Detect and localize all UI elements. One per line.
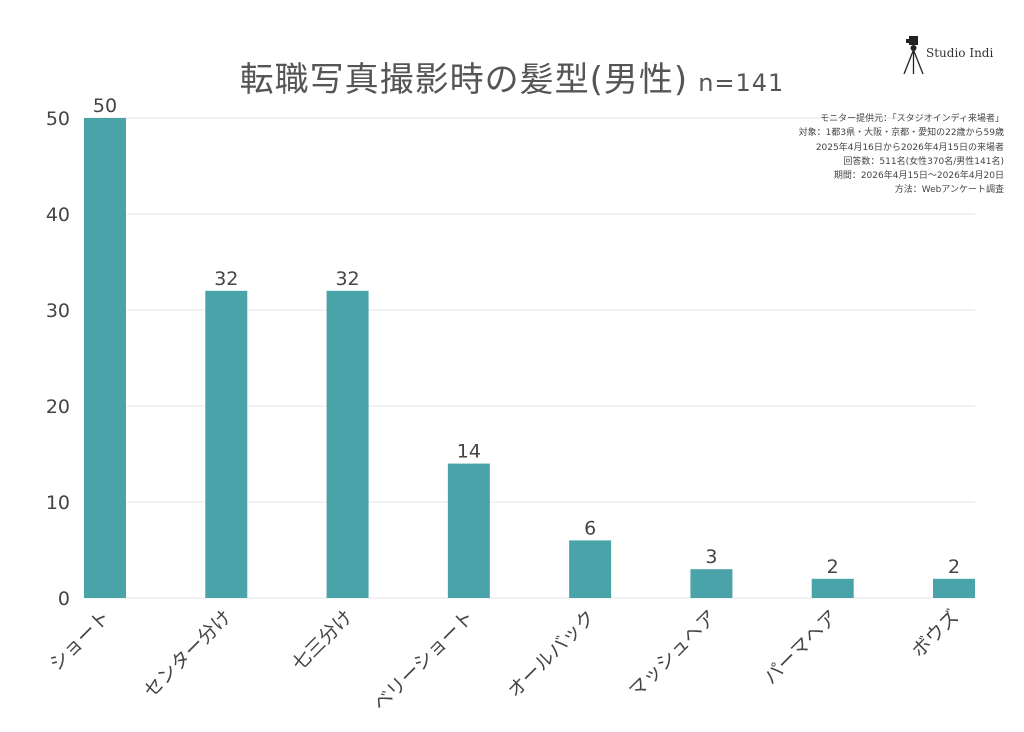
y-axis-ticks: 0 10 20 30 40 50: [46, 108, 70, 610]
chart-title-text: 転職写真撮影時の髪型(男性): [239, 60, 689, 100]
y-tick-label: 20: [46, 396, 70, 418]
y-tick-label: 0: [58, 588, 70, 610]
x-tick-label: マッシュヘア: [625, 606, 721, 702]
bar: [569, 540, 612, 598]
chart-title: 転職写真撮影時の髪型(男性) n=141: [0, 52, 1024, 101]
studio-logo: Studio Indi: [902, 34, 1012, 78]
y-tick-label: 40: [46, 204, 70, 226]
logo-text: Studio Indi: [926, 46, 994, 60]
y-tick-label: 10: [46, 492, 70, 514]
x-tick-label: ショート: [45, 606, 114, 675]
y-tick-label: 50: [46, 108, 70, 130]
data-label: 14: [457, 441, 481, 463]
bar: [205, 290, 248, 598]
data-label: 3: [705, 546, 717, 568]
sample-size: n=141: [698, 69, 785, 97]
note-line: モニター提供元：「スタジオインディ来場者」: [820, 114, 1004, 124]
x-axis-ticks: ショート センター分け 七三分け ベリーショート オールバック マッシュヘア パーマヘア ボウ…: [45, 606, 963, 715]
bar: [447, 463, 490, 598]
note-line: 期間：2026年4月15日〜2026年4月20日: [833, 171, 1004, 182]
x-tick-label: パーマヘア: [760, 606, 843, 689]
survey-notes: モニター提供元：「スタジオインディ来場者」 対象：1都3県・大阪・京都・愛知の2…: [799, 112, 1004, 198]
x-tick-label: センター分け: [140, 606, 236, 702]
x-tick-label: ボウズ: [908, 606, 964, 662]
bar: [326, 290, 369, 598]
data-label: 32: [335, 268, 359, 290]
note-line: 回答数：511名(女性370名/男性141名): [843, 156, 1004, 167]
bar: [84, 118, 126, 598]
data-label: 2: [827, 556, 839, 578]
x-tick-label: ベリーショート: [369, 606, 478, 715]
bar: [690, 569, 733, 598]
data-label: 32: [214, 268, 238, 290]
bars: [84, 118, 975, 598]
x-tick-label: 七三分け: [288, 606, 357, 675]
tripod-camera-icon: [903, 36, 924, 75]
data-label: 2: [948, 556, 960, 578]
data-label: 6: [584, 517, 596, 539]
note-line: 方法：Webアンケート調査: [894, 185, 1004, 196]
y-tick-label: 30: [46, 300, 70, 322]
bar: [811, 578, 854, 598]
bar: [933, 578, 975, 598]
note-line: 2025年4月16日から2026年4月15日の来場者: [815, 142, 1004, 153]
note-line: 対象：1都3県・大阪・京都・愛知の22歳から59歳: [798, 128, 1004, 139]
x-tick-label: オールバック: [504, 606, 600, 702]
data-label: 50: [93, 95, 117, 117]
